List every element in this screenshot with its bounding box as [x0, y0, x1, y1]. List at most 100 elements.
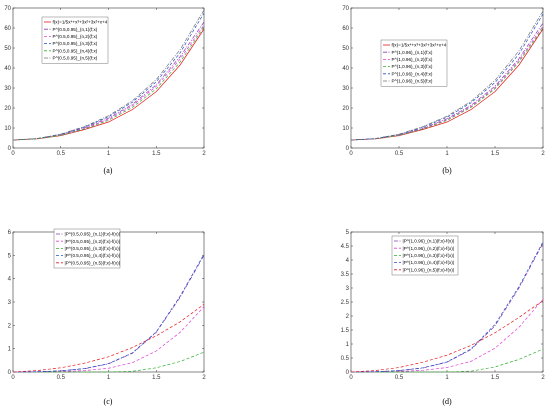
y-tick-label: 2 [8, 323, 12, 329]
series-line [12, 26, 205, 141]
x-tick-label: 1 [445, 375, 449, 381]
y-tick-label: 0 [8, 146, 12, 152]
x-tick-label: 2 [202, 375, 206, 381]
y-tick-label: 70 [4, 6, 11, 12]
legend-box [53, 228, 121, 269]
legend-entry: |P^(1,0.96)_(n,1)(f;x)-f(x)| [403, 239, 455, 244]
y-tick-label: 0 [346, 370, 350, 376]
y-tick-label: 20 [342, 106, 349, 112]
series-line [351, 348, 544, 373]
series-line [12, 28, 205, 141]
y-tick-label: 6 [8, 230, 12, 236]
series-line [350, 300, 544, 373]
legend-entry: P^(0.5,0.95)_(n,1)(f;x) [53, 27, 98, 32]
y-tick-label: 50 [342, 46, 349, 52]
y-tick-label: 70 [342, 6, 349, 12]
chart-panel: 0 0.5 1 1.5 2 0 0.5 1 1.5 2 2.5 3 3.5 4 4.5 5 |P^(1,0.96… [341, 230, 546, 406]
legend-box [391, 235, 459, 276]
y-tick-label: 0 [346, 146, 350, 152]
legend-entry: |P^(0.5,0.95)_(n,4)(f;x)-f(x)| [65, 253, 120, 258]
x-tick-label: 0.5 [57, 375, 66, 381]
series-line [12, 21, 205, 141]
y-tick-label: 5 [346, 230, 350, 236]
legend-entry: |P^(1,0.96)_(n,5)(f;x)-f(x)| [403, 267, 455, 272]
y-tick-label: 0 [8, 370, 12, 376]
series-line [350, 27, 544, 141]
panel-label: (a) [104, 166, 113, 175]
legend-box [380, 39, 448, 87]
x-tick-label: 1.5 [491, 375, 500, 381]
y-tick-label: 5 [8, 253, 12, 259]
series-line [12, 255, 205, 373]
x-tick-label: 1.5 [491, 151, 500, 157]
x-tick-label: 0 [11, 151, 15, 157]
y-tick-label: 4.5 [341, 244, 350, 250]
x-tick-label: 1 [445, 151, 449, 157]
legend-entry: |P^(0.5,0.95)_(n,5)(f;x)-f(x)| [65, 260, 120, 265]
x-tick-label: 2 [202, 151, 206, 157]
series-line [350, 241, 544, 373]
y-tick-label: 1 [8, 347, 12, 353]
y-tick-label: 30 [4, 86, 11, 92]
y-tick-label: 60 [4, 26, 11, 32]
legend-entry: P^(1,0.96)_(n,5)(f;x) [392, 79, 433, 84]
plot-frame [12, 7, 205, 149]
y-tick-label: 4 [8, 277, 12, 283]
series-line [12, 24, 205, 141]
x-tick-label: 0 [349, 375, 353, 381]
x-tick-label: 0 [349, 151, 353, 157]
chart-panel: 0 0.5 1 1.5 2 0 1 2 3 4 5 6 |P^(0.5,0.95)_(n,1)(f;x)… [8, 228, 206, 406]
x-tick-label: 1 [107, 375, 111, 381]
x-tick-label: 0.5 [57, 151, 66, 157]
x-tick-label: 0.5 [395, 375, 404, 381]
legend-entry: |P^(1,0.96)_(n,3)(f;x)-f(x)| [403, 253, 455, 258]
legend-entry: f(x)=1/5x⁴+x³+3x²+3x²+x+4 [392, 43, 447, 48]
series-line [12, 9, 205, 141]
chart-panel: 0 0.5 1 1.5 2010203040506070f(x)=1/5x⁴+x³+3x… [4, 6, 206, 175]
y-tick-label: 1 [346, 342, 350, 348]
y-tick-label: 2.5 [341, 300, 350, 306]
y-tick-label: 40 [4, 66, 11, 72]
legend-entry: f(x)=1/5x⁴+x³+3x²+3x²+x+4 [53, 20, 108, 25]
y-tick-label: 3 [8, 300, 12, 306]
series-line [12, 12, 205, 141]
panel-label: (c) [104, 397, 113, 406]
x-tick-label: 2 [541, 375, 545, 381]
y-tick-label: 3 [346, 286, 350, 292]
x-tick-label: 1.5 [152, 375, 161, 381]
y-tick-label: 60 [342, 26, 349, 32]
y-tick-label: 10 [342, 126, 349, 132]
y-tick-label: 50 [4, 46, 11, 52]
legend-entry: P^(0.5,0.95)_(n,3)(f;x) [53, 41, 98, 46]
legend-entry: |P^(1,0.96)_(n,2)(f;x)-f(x)| [403, 246, 455, 251]
y-tick-label: 3.5 [341, 272, 350, 278]
y-tick-label: 2 [346, 314, 350, 320]
x-tick-label: 0 [11, 375, 15, 381]
y-tick-label: 0.5 [341, 356, 350, 362]
x-tick-label: 2 [541, 151, 545, 157]
legend-entry: P^(0.5,0.95)_(n,2)(f;x) [53, 34, 98, 39]
legend-box [41, 16, 109, 64]
series-line [351, 298, 544, 373]
legend-entry: |P^(0.5,0.95)_(n,3)(f;x)-f(x)| [65, 246, 120, 251]
y-tick-label: 1.5 [341, 328, 350, 334]
panel-label: (d) [442, 397, 452, 406]
y-tick-label: 30 [342, 86, 349, 92]
series-line [13, 306, 205, 373]
panel-label: (b) [442, 166, 452, 175]
legend-entry: P^(1,0.96)_(n,4)(f;x) [392, 71, 433, 76]
y-tick-label: 40 [342, 66, 349, 72]
x-tick-label: 1.5 [152, 151, 161, 157]
y-tick-label: 10 [4, 126, 11, 132]
y-tick-label: 4 [346, 258, 350, 264]
chart-panel: 0 0.5 1 1.5 2010203040506070f(x)=1/5x⁴+x³+3x… [342, 6, 545, 175]
legend-entry: |P^(0.5,0.95)_(n,2)(f;x)-f(x)| [65, 239, 120, 244]
legend-entry: |P^(0.5,0.95)_(n,1)(f;x)-f(x)| [65, 232, 120, 237]
series-line [13, 351, 205, 373]
series-line [350, 10, 544, 141]
y-tick-label: 20 [4, 106, 11, 112]
series-line [12, 253, 205, 373]
x-tick-label: 0.5 [395, 151, 404, 157]
legend-entry: P^(1,0.96)_(n,3)(f;x) [392, 64, 433, 69]
